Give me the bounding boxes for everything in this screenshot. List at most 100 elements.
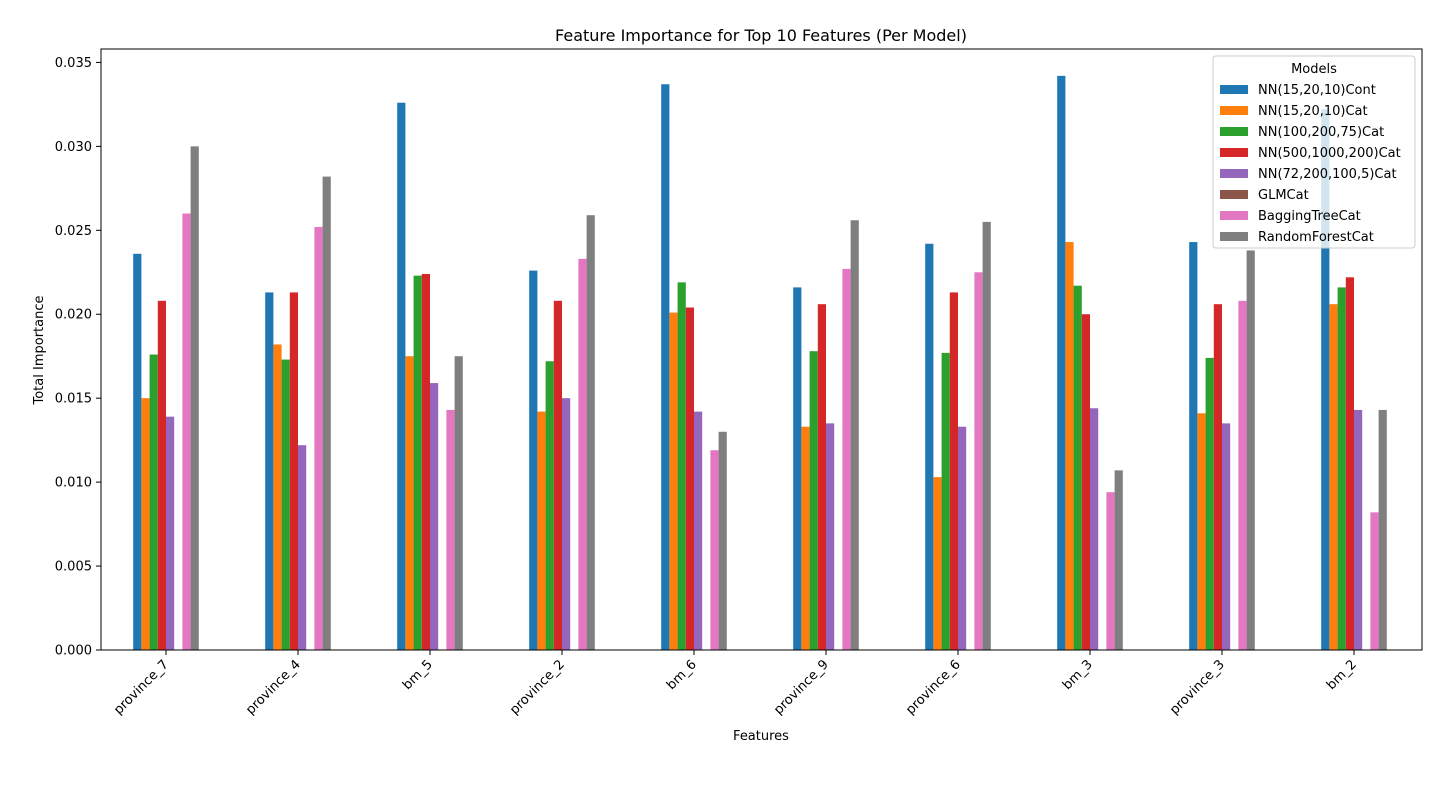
bar [289,292,298,650]
bar [545,361,554,650]
bar [1213,304,1222,650]
legend-label: NN(15,20,10)Cat [1258,104,1368,119]
bar [1321,109,1330,650]
y-axis-title: Total Importance [32,296,47,406]
legend-swatch [1220,106,1248,115]
bar [430,383,439,650]
bar [413,275,422,650]
y-tick-label: 0.005 [55,560,92,575]
x-tick-label: province_4 [243,657,304,718]
legend-title: Models [1291,62,1337,77]
bar [1345,277,1354,650]
y-tick-label: 0.010 [55,476,92,491]
x-tick-label: province_2 [507,657,568,718]
legend-swatch [1220,232,1248,241]
bar [1370,512,1379,650]
bar [281,359,290,650]
bar [958,426,967,650]
bar [1081,314,1090,650]
legend-label: NN(72,200,100,5)Cat [1258,167,1397,182]
bar [166,416,175,650]
chart-title: Feature Importance for Top 10 Features (… [555,26,967,45]
bar [149,354,158,650]
bar [669,312,678,650]
bar [314,226,323,650]
bar [1354,409,1363,650]
bar [1189,242,1198,650]
bar [322,176,331,650]
bar [661,84,670,650]
legend-swatch [1220,127,1248,136]
x-tick-label: province_6 [903,657,964,718]
bar [562,398,571,650]
legend-swatch [1220,169,1248,178]
bar [141,398,150,650]
x-tick-label: bm_5 [400,657,436,693]
bar [454,356,463,650]
bar [710,450,719,650]
bar [182,213,191,650]
bar [553,300,562,650]
y-tick-label: 0.020 [55,308,92,323]
y-tick-label: 0.025 [55,224,92,239]
y-tick-label: 0.015 [55,392,92,407]
bar [265,292,274,650]
legend-label: RandomForestCat [1258,230,1374,245]
bar [801,426,810,650]
bar [933,477,942,650]
bar [190,146,199,650]
x-tick-label: province_3 [1167,657,1228,718]
x-tick-label: bm_6 [664,657,700,693]
bar [685,307,694,650]
bar [1057,75,1066,651]
bar [1337,287,1346,650]
bar [1246,250,1255,650]
bar [1106,492,1115,650]
bar [397,102,406,651]
y-tick-label: 0.030 [55,140,92,155]
bar [842,268,851,650]
bar [925,243,934,651]
bar [1065,242,1074,650]
legend-label: NN(15,20,10)Cont [1258,83,1376,98]
bar [421,273,430,650]
bars-layer [133,75,1387,651]
bar [949,292,958,650]
legend-swatch [1220,211,1248,220]
plot-frame [100,48,1423,651]
bar [677,282,686,650]
bar [1073,285,1082,650]
legend-label: NN(100,200,75)Cat [1258,125,1384,140]
bar [793,287,802,650]
bar [850,220,859,651]
bar [537,411,546,650]
bar [974,272,983,650]
bar [405,356,414,650]
bar [941,352,950,650]
legend-swatch [1220,85,1248,94]
bar [1205,357,1214,650]
bar [826,423,835,650]
bar [1222,423,1231,650]
legend-label: NN(500,1000,200)Cat [1258,146,1401,161]
legend: Models NN(15,20,10)Cont NN(15,20,10)Cat NN(… [1212,55,1416,249]
bar [586,215,595,650]
bar [1329,304,1338,650]
y-tick-label: 0.035 [55,56,92,71]
y-tick-label: 0.000 [55,644,92,659]
bar [982,221,991,650]
bar [529,270,538,650]
bar [694,411,703,650]
bar [1197,413,1206,650]
legend-swatch [1220,148,1248,157]
bar [718,431,727,650]
x-tick-label: bm_2 [1324,657,1360,693]
bar [1114,470,1123,650]
bar [446,409,455,650]
bar [1378,409,1387,650]
bar [157,300,166,650]
bar [578,258,587,650]
x-tick-label: province_7 [111,657,172,718]
